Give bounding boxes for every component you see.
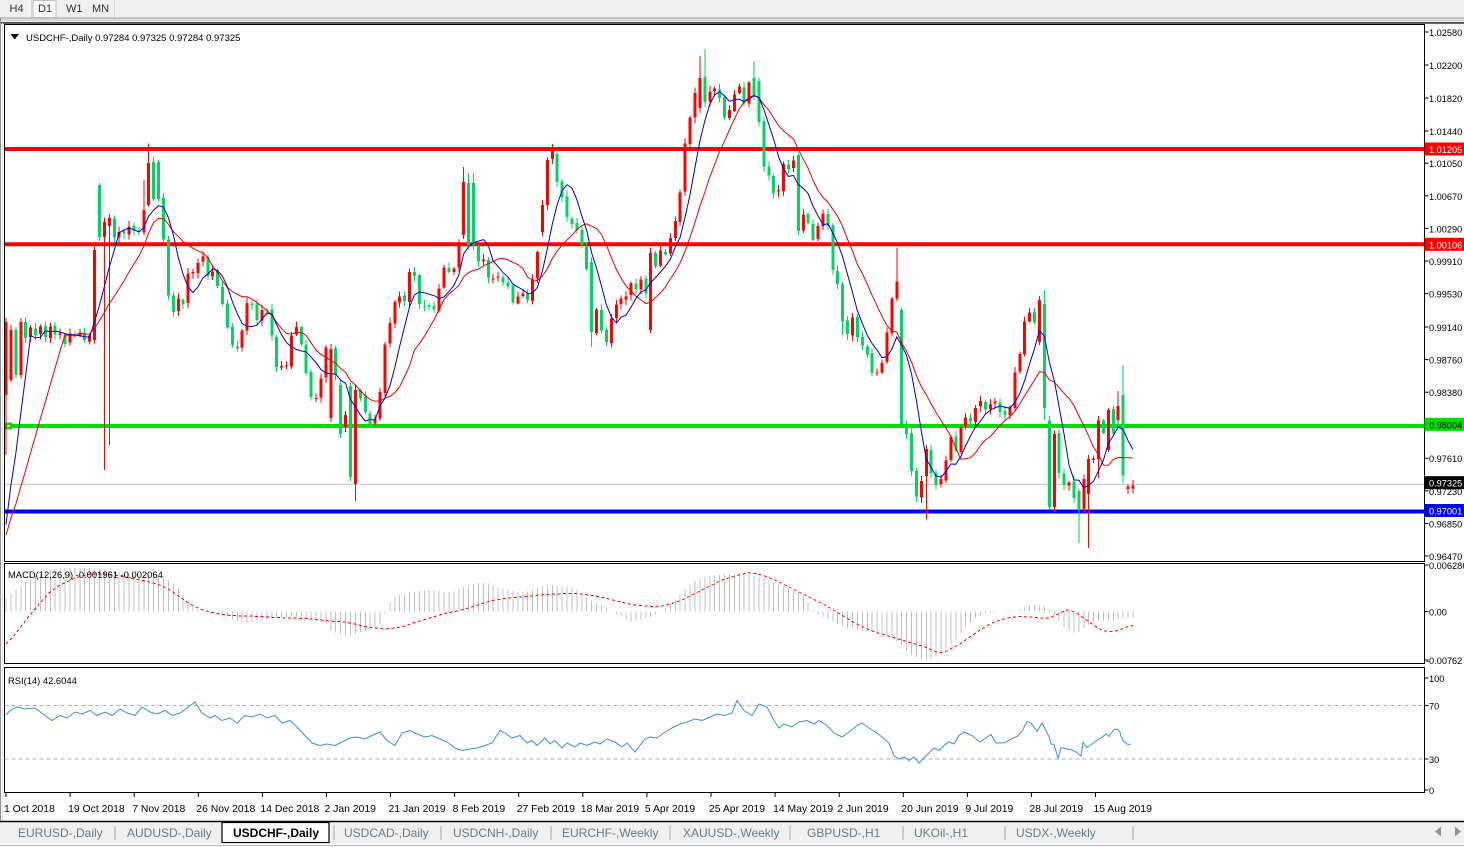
svg-text:0.99530: 0.99530 xyxy=(1429,290,1462,300)
svg-text:MN: MN xyxy=(92,3,109,15)
svg-text:14 Dec 2018: 14 Dec 2018 xyxy=(260,804,319,815)
svg-text:USDCNH-,Daily: USDCNH-,Daily xyxy=(453,826,538,840)
svg-text:0.006286: 0.006286 xyxy=(1429,561,1464,571)
svg-text:8 Feb 2019: 8 Feb 2019 xyxy=(453,804,506,815)
svg-text:1.02200: 1.02200 xyxy=(1429,61,1462,71)
svg-text:1.00290: 1.00290 xyxy=(1429,224,1462,234)
svg-text:XAUUSD-,Weekly: XAUUSD-,Weekly xyxy=(683,826,779,840)
svg-text:AUDUSD-,Daily: AUDUSD-,Daily xyxy=(127,826,212,840)
svg-text:15 Aug 2019: 15 Aug 2019 xyxy=(1094,804,1153,815)
svg-text:1.00670: 1.00670 xyxy=(1429,192,1462,202)
svg-text:EURCHF-,Weekly: EURCHF-,Weekly xyxy=(562,826,658,840)
svg-text:27 Feb 2019: 27 Feb 2019 xyxy=(517,804,576,815)
svg-text:0.96850: 0.96850 xyxy=(1429,519,1462,529)
svg-text:20 Jun 2019: 20 Jun 2019 xyxy=(901,804,958,815)
svg-text:GBPUSD-,H1: GBPUSD-,H1 xyxy=(807,826,881,840)
svg-text:0.97230: 0.97230 xyxy=(1429,487,1462,497)
svg-text:7 Nov 2018: 7 Nov 2018 xyxy=(132,804,185,815)
svg-text:0.99140: 0.99140 xyxy=(1429,323,1462,333)
svg-text:-0.00762: -0.00762 xyxy=(1426,656,1462,666)
svg-text:UKOil-,H1: UKOil-,H1 xyxy=(914,826,968,840)
svg-text:1.00106: 1.00106 xyxy=(1429,240,1462,250)
svg-text:USDCHF-,Daily 0.97284 0.97325: USDCHF-,Daily 0.97284 0.97325 0.97284 0.… xyxy=(26,33,240,44)
svg-text:1.01820: 1.01820 xyxy=(1429,94,1462,104)
svg-text:1.01050: 1.01050 xyxy=(1429,159,1462,169)
svg-text:USDCAD-,Daily: USDCAD-,Daily xyxy=(344,826,429,840)
svg-text:70: 70 xyxy=(1429,702,1439,712)
svg-text:USDX-,Weekly: USDX-,Weekly xyxy=(1016,826,1096,840)
svg-text:2 Jun 2019: 2 Jun 2019 xyxy=(837,804,889,815)
svg-text:W1: W1 xyxy=(66,3,83,15)
svg-text:28 Jul 2019: 28 Jul 2019 xyxy=(1029,804,1083,815)
svg-text:30: 30 xyxy=(1429,755,1439,765)
svg-text:0.97610: 0.97610 xyxy=(1429,454,1462,464)
svg-text:0.98380: 0.98380 xyxy=(1429,388,1462,398)
svg-text:1.01205: 1.01205 xyxy=(1429,145,1462,155)
svg-text:100: 100 xyxy=(1429,674,1444,684)
svg-text:0.98760: 0.98760 xyxy=(1429,356,1462,366)
svg-text:21 Jan 2019: 21 Jan 2019 xyxy=(389,804,446,815)
svg-text:USDCHF-,Daily: USDCHF-,Daily xyxy=(233,826,319,840)
svg-text:25 Apr 2019: 25 Apr 2019 xyxy=(709,804,765,815)
svg-text:0.00: 0.00 xyxy=(1429,608,1447,618)
svg-text:RSI(14) 42.6044: RSI(14) 42.6044 xyxy=(8,675,77,686)
svg-text:0: 0 xyxy=(1429,786,1434,796)
svg-text:2 Jan 2019: 2 Jan 2019 xyxy=(325,804,377,815)
svg-text:5 Apr 2019: 5 Apr 2019 xyxy=(645,804,695,815)
svg-text:1.01440: 1.01440 xyxy=(1429,127,1462,137)
svg-text:1.02580: 1.02580 xyxy=(1429,28,1462,38)
svg-text:0.96470: 0.96470 xyxy=(1429,552,1462,562)
svg-text:0.98004: 0.98004 xyxy=(1429,420,1462,430)
svg-text:D1: D1 xyxy=(38,3,52,15)
svg-text:1 Oct 2018: 1 Oct 2018 xyxy=(4,804,55,815)
svg-text:26 Nov 2018: 26 Nov 2018 xyxy=(196,804,255,815)
svg-text:19 Oct 2018: 19 Oct 2018 xyxy=(68,804,125,815)
svg-text:MACD(12,26,9) -0.001961 -0.002: MACD(12,26,9) -0.001961 -0.002064 xyxy=(8,569,163,580)
svg-text:EURUSD-,Daily: EURUSD-,Daily xyxy=(18,826,103,840)
svg-text:0.97325: 0.97325 xyxy=(1429,479,1462,489)
svg-text:H4: H4 xyxy=(10,3,24,15)
svg-text:18 Mar 2019: 18 Mar 2019 xyxy=(581,804,640,815)
svg-text:0.99910: 0.99910 xyxy=(1429,257,1462,267)
svg-text:9 Jul 2019: 9 Jul 2019 xyxy=(965,804,1013,815)
svg-text:0.97001: 0.97001 xyxy=(1429,507,1462,517)
svg-text:14 May 2019: 14 May 2019 xyxy=(773,804,833,815)
